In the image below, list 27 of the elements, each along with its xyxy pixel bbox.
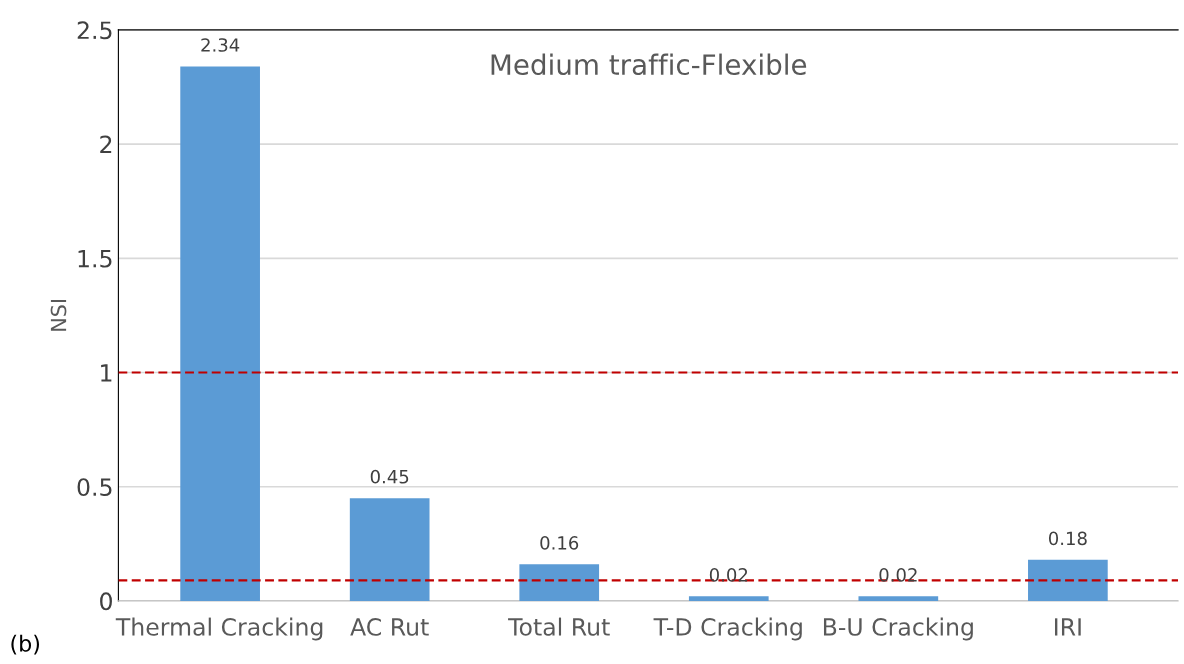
y-tick-label: 1.5 xyxy=(78,250,112,268)
y-axis-title: NSI xyxy=(50,299,67,331)
bar xyxy=(858,596,939,601)
data-label: 0.02 xyxy=(709,568,748,582)
x-tick-label: AC Rut xyxy=(350,618,429,636)
bar xyxy=(349,498,430,601)
data-label: 0.18 xyxy=(1048,531,1087,546)
x-tick-label: T-D Cracking xyxy=(653,617,802,641)
x-tick-label: Total Rut xyxy=(508,617,610,636)
data-label: 0.45 xyxy=(370,469,409,484)
y-tick-label: 0 xyxy=(100,592,112,611)
x-tick-label: Thermal Cracking xyxy=(115,617,323,641)
bar xyxy=(519,564,600,601)
data-label: 2.34 xyxy=(201,38,240,52)
bar xyxy=(1028,559,1108,601)
data-label: 0.02 xyxy=(879,568,917,582)
y-tick-label: 1 xyxy=(101,364,112,382)
bar xyxy=(688,596,769,601)
data-label: 0.16 xyxy=(540,536,579,550)
text: Medium traffic-Flexible xyxy=(491,53,807,76)
y-tick-label: 2.5 xyxy=(77,21,112,40)
x-tick-label: B-U Cracking xyxy=(823,617,973,641)
bar xyxy=(180,66,260,601)
x-tick-label: IRI xyxy=(1055,618,1081,636)
y-tick-label: 0.5 xyxy=(77,478,112,497)
y-tick-label: 2 xyxy=(100,135,112,154)
text: (b) xyxy=(11,634,40,655)
